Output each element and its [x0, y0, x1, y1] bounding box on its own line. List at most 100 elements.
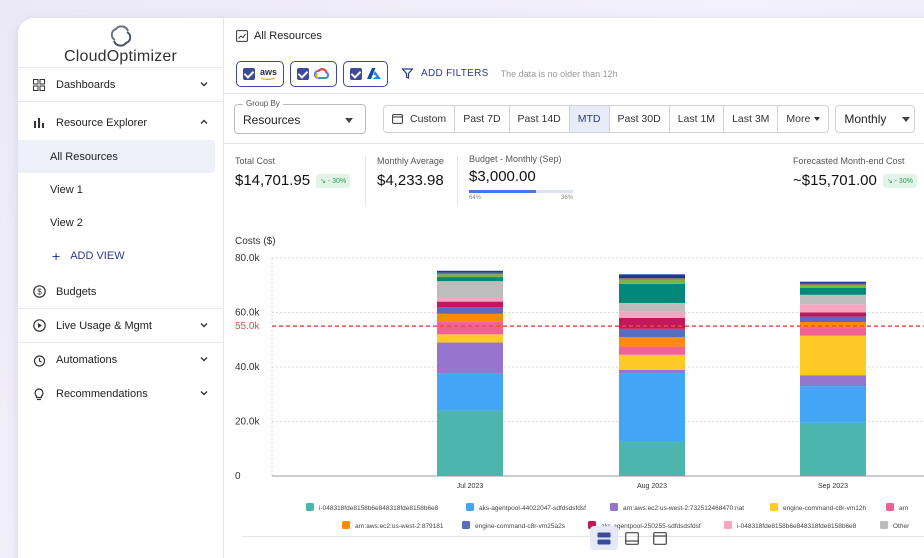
range-last-3m-button[interactable]: Last 3M: [724, 105, 779, 132]
bar-segment: [619, 328, 685, 338]
stat-value: $4,233.98: [377, 172, 444, 189]
chevron-down-icon: [200, 391, 208, 396]
bar-segment: [800, 386, 866, 423]
chevron-down-icon: [200, 323, 208, 328]
sidebar-item-dashboards[interactable]: Dashboards: [18, 68, 223, 102]
checkbox-checked-icon: [243, 67, 255, 80]
bar-segment: [800, 422, 866, 476]
add-view-label: ADD VIEW: [70, 249, 125, 262]
provider-toggle-gcp[interactable]: [290, 60, 338, 87]
bar-segment: [619, 311, 685, 318]
range-past-30d-button[interactable]: Past 30D: [610, 105, 670, 132]
bar-segment: [800, 287, 866, 295]
cloud-logo-icon: [110, 25, 131, 47]
bar-segment: [619, 346, 685, 355]
legend-label: arn:aws:ec2:us-west-2:879181: [355, 523, 444, 530]
sidebar-item-label: Automations: [56, 354, 118, 366]
bar-segment: [437, 342, 503, 374]
chart-view-icon: [625, 531, 639, 545]
stat-value: $3,000.00: [469, 168, 536, 185]
bar-segment: [619, 441, 685, 476]
view-chart-button[interactable]: [618, 526, 646, 550]
view-table-button[interactable]: [646, 526, 674, 550]
breadcrumb: All Resources: [224, 18, 924, 54]
add-view-button[interactable]: + ADD VIEW: [18, 239, 223, 272]
sidebar-item-budgets[interactable]: $ Budgets: [18, 275, 223, 309]
lightbulb-icon: [32, 387, 46, 401]
legend-label: engine-command-c8r-vm12h: [783, 505, 866, 512]
sidebar-item-resource-explorer[interactable]: Resource Explorer: [18, 106, 223, 140]
sidebar-sub-view-1[interactable]: View 1: [50, 183, 83, 196]
range-last-1m-button[interactable]: Last 1M: [670, 105, 725, 132]
bar-segment: [619, 337, 685, 347]
bar-segment: [437, 272, 503, 275]
legend-label: Other: [893, 523, 910, 530]
bar-segment: [619, 278, 685, 280]
bar-segment: [619, 302, 685, 312]
group-by-select[interactable]: Group By Resources: [234, 98, 366, 134]
chevron-down-icon: [200, 357, 208, 362]
group-by-label: Group By: [243, 98, 283, 108]
bar-segment: [619, 274, 685, 279]
granularity-select[interactable]: Monthly: [835, 104, 916, 133]
calendar-icon: [392, 114, 403, 124]
legend-label: i-048318fde8158b6e848318fde8158b6e8: [319, 505, 439, 512]
legend-label: engine-command-c8r-vm25a2s: [475, 523, 566, 530]
legend-swatch: [770, 503, 778, 511]
y-tick-label: 0: [235, 471, 241, 482]
provider-toggle-azure[interactable]: [343, 60, 389, 87]
stat-value: $14,701.95: [235, 172, 311, 189]
brand-logo[interactable]: CloudOptimizer: [18, 18, 223, 68]
sidebar-item-recommendations[interactable]: Recommendations: [18, 377, 223, 411]
budget-low-label: 64%: [469, 195, 482, 201]
sidebar-item-automations[interactable]: Automations: [18, 343, 223, 377]
view-toggle-group: [590, 526, 674, 550]
y-tick-label: 40.0k: [235, 362, 260, 373]
range-custom-button[interactable]: Custom: [384, 105, 456, 132]
play-circle-icon: [32, 319, 46, 333]
total-cost-stat: Total Cost $14,701.95 ↘ - 30%: [235, 156, 351, 189]
bar-segment: [619, 317, 685, 329]
range-label: More: [786, 112, 811, 125]
bar-segment: [800, 375, 866, 387]
sidebar-sub-all-resources[interactable]: All Resources: [18, 140, 215, 173]
bar-segment: [437, 281, 503, 298]
range-more-button[interactable]: More: [778, 106, 828, 132]
data-freshness-note: The data is no older than 12h: [500, 68, 618, 79]
provider-toggle-aws[interactable]: aws: [236, 60, 285, 87]
gcp-logo-icon: [314, 67, 330, 79]
bar-segment: [437, 270, 503, 273]
budget-progress-bar: [469, 190, 573, 193]
view-split-button[interactable]: [590, 526, 618, 550]
timer-icon: [32, 353, 46, 367]
bar-segment: [619, 279, 685, 284]
monthly-average-stat: Monthly Average $4,233.98: [377, 156, 444, 189]
legend-swatch: [462, 521, 470, 529]
sidebar-item-label: Dashboards: [56, 78, 116, 91]
bar-segment: [800, 312, 866, 317]
group-by-value: Resources: [243, 112, 301, 127]
bar-segment: [800, 327, 866, 336]
sidebar-item-label: Budgets: [56, 285, 97, 298]
checkbox-checked-icon: [297, 67, 310, 80]
brand-name: CloudOptimizer: [63, 48, 178, 65]
bar-segment: [437, 410, 503, 476]
sidebar-sub-view-2[interactable]: View 2: [50, 216, 83, 229]
add-filters-button[interactable]: ADD FILTERS: [402, 68, 489, 79]
bar-segment: [800, 322, 866, 328]
bar-segment: [800, 285, 866, 288]
sidebar-item-live-usage[interactable]: Live Usage & Mgmt: [18, 309, 223, 343]
range-past-14d-button[interactable]: Past 14D: [510, 105, 570, 132]
legend-label: aks-agentpool-44022047-sdfdsdsfdsf: [479, 505, 586, 512]
range-mtd-button[interactable]: MTD: [569, 105, 610, 132]
sidebar-item-label: Live Usage & Mgmt: [56, 319, 152, 332]
bar-segment: [800, 283, 866, 286]
svg-text:$: $: [37, 288, 42, 297]
divider: [242, 536, 924, 537]
range-past-7d-button[interactable]: Past 7D: [455, 105, 510, 132]
bar-segment: [800, 294, 866, 305]
y-tick-label: 20.0k: [235, 417, 260, 428]
legend-label: aks-agentpool-250255-sdfdsdsfdsf: [601, 523, 701, 530]
bar-segment: [437, 334, 503, 343]
bar-segment: [800, 304, 866, 313]
